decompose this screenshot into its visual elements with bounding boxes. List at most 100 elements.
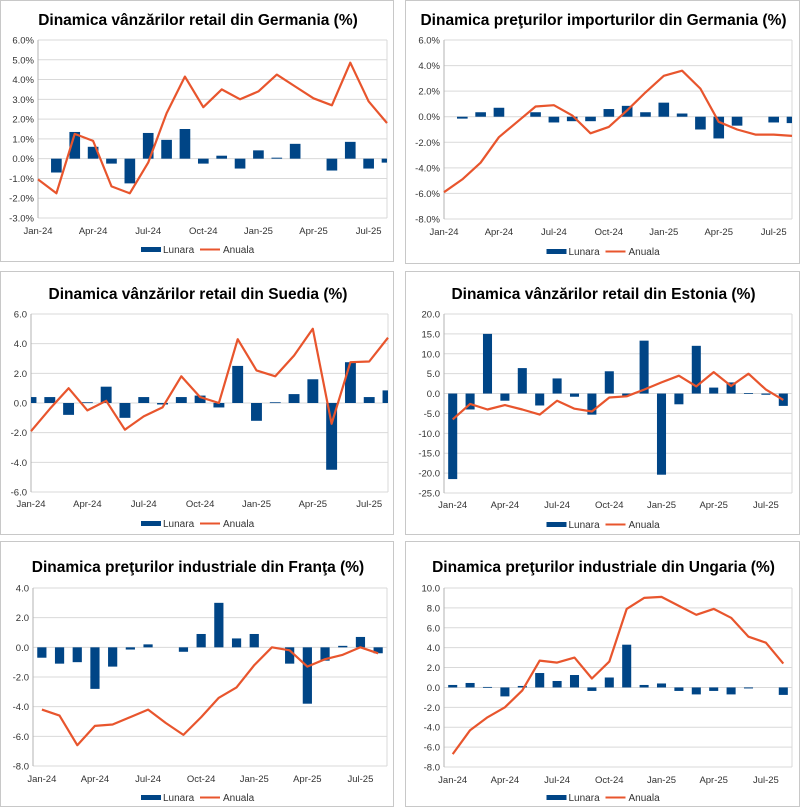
legend-label-anuala: Anuala bbox=[629, 793, 661, 804]
x-tick-label: Apr-24 bbox=[73, 499, 102, 510]
bar-Oct-24 bbox=[604, 109, 615, 117]
bar-Jun-25 bbox=[338, 646, 347, 647]
bar-Jul-25 bbox=[356, 637, 365, 647]
bar-Jul-24 bbox=[549, 117, 560, 123]
y-tick-label: -2.0 bbox=[11, 428, 27, 439]
bar-Aug-24 bbox=[157, 403, 168, 404]
x-tick-label: Jul-24 bbox=[135, 774, 161, 785]
bar-series bbox=[448, 645, 788, 697]
y-tick-label: 2.0% bbox=[12, 115, 34, 126]
bar-Jun-24 bbox=[530, 112, 541, 116]
x-tick-label: Jan-25 bbox=[649, 227, 678, 238]
bar-Sep-24 bbox=[180, 129, 191, 159]
bar-Feb-25 bbox=[674, 687, 683, 690]
bar-Dec-24 bbox=[640, 685, 649, 687]
y-tick-label: 4.0% bbox=[418, 61, 440, 72]
y-tick-label: -4.0 bbox=[13, 702, 29, 713]
bar-Jun-25 bbox=[345, 362, 356, 403]
bar-Mar-24 bbox=[483, 687, 492, 688]
bar-Jul-25 bbox=[768, 117, 779, 123]
legend-label-anuala: Anuala bbox=[223, 793, 255, 804]
chart-panel-germany-retail: Dinamica vânzărilor retail din Germania … bbox=[0, 0, 394, 262]
legend-swatch-lunara bbox=[547, 249, 567, 254]
y-tick-label: 0.0 bbox=[427, 683, 440, 694]
y-tick-label: -3.0% bbox=[9, 214, 34, 225]
x-tick-label: Jan-25 bbox=[244, 226, 273, 237]
x-tick-label: Apr-24 bbox=[491, 775, 520, 786]
bar-Apr-25 bbox=[303, 647, 312, 703]
bar-Jul-25 bbox=[364, 397, 375, 403]
x-tick-label: Jan-24 bbox=[27, 774, 56, 785]
y-tick-label: 2.0 bbox=[14, 369, 27, 380]
x-tick-label: Jul-25 bbox=[761, 227, 787, 238]
y-tick-label: 2.0% bbox=[418, 87, 440, 98]
bar-Feb-25 bbox=[674, 394, 683, 405]
y-tick-label: 6.0 bbox=[14, 310, 27, 321]
bar-Feb-25 bbox=[677, 114, 688, 117]
y-tick-label: 2.0 bbox=[16, 613, 29, 624]
x-tick-label: Oct-24 bbox=[595, 227, 624, 238]
bar-Jan-24 bbox=[26, 397, 37, 403]
bar-Mar-25 bbox=[289, 394, 300, 403]
chart-svg: Dinamica vânzărilor retail din Suedia (%… bbox=[1, 272, 395, 536]
bar-Oct-24 bbox=[197, 634, 206, 647]
x-tick-label: Apr-25 bbox=[699, 775, 728, 786]
x-tick-label: Apr-24 bbox=[81, 774, 110, 785]
y-tick-label: 2.0 bbox=[427, 663, 440, 674]
line-series-anuala bbox=[453, 597, 784, 754]
bar-Mar-24 bbox=[73, 647, 82, 662]
bar-Sep-24 bbox=[587, 687, 596, 690]
y-tick-label: 0.0% bbox=[418, 112, 440, 123]
line-series-anuala bbox=[38, 63, 387, 194]
x-tick-label: Apr-25 bbox=[704, 227, 733, 238]
bar-Feb-25 bbox=[271, 158, 282, 159]
y-tick-label: -15.0 bbox=[418, 449, 440, 460]
y-tick-label: -8.0 bbox=[424, 763, 440, 774]
x-tick-label: Oct-24 bbox=[595, 500, 624, 511]
bar-Nov-24 bbox=[214, 603, 223, 648]
y-tick-label: -20.0 bbox=[418, 469, 440, 480]
y-tick-label: -6.0 bbox=[13, 732, 29, 743]
bar-Jun-24 bbox=[126, 647, 135, 649]
y-tick-label: -2.0% bbox=[9, 194, 34, 205]
x-tick-label: Oct-24 bbox=[187, 774, 216, 785]
chart-title: Dinamica preţurilor importurilor din Ger… bbox=[420, 12, 786, 29]
bar-Apr-25 bbox=[307, 379, 318, 403]
bar-Jun-24 bbox=[535, 394, 544, 406]
x-tick-label: Oct-24 bbox=[595, 775, 624, 786]
x-tick-label: Apr-25 bbox=[699, 500, 728, 511]
chart-title: Dinamica preţurilor industriale din Unga… bbox=[432, 559, 775, 576]
x-tick-label: Jan-24 bbox=[16, 499, 45, 510]
x-tick-label: Apr-25 bbox=[293, 774, 322, 785]
y-tick-label: -6.0 bbox=[424, 743, 440, 754]
chart-panel-estonia-retail: Dinamica vânzărilor retail din Estonia (… bbox=[405, 271, 800, 535]
bar-Mar-25 bbox=[695, 117, 706, 130]
bar-Mar-24 bbox=[475, 112, 486, 116]
bar-May-24 bbox=[518, 368, 527, 393]
x-tick-label: Jan-24 bbox=[438, 500, 467, 511]
x-tick-label: Apr-25 bbox=[299, 499, 328, 510]
bar-Feb-24 bbox=[55, 647, 64, 663]
x-tick-label: Jul-24 bbox=[544, 500, 570, 511]
bar-Jan-24 bbox=[37, 647, 46, 657]
legend-label-lunara: Lunara bbox=[163, 245, 195, 256]
x-tick-label: Oct-24 bbox=[186, 499, 215, 510]
bar-Apr-24 bbox=[82, 402, 93, 403]
bar-Feb-24 bbox=[457, 117, 468, 119]
x-tick-label: Jul-25 bbox=[753, 500, 779, 511]
y-tick-label: -2.0% bbox=[415, 138, 440, 149]
bar-Jan-25 bbox=[250, 634, 259, 647]
chart-title: Dinamica vânzărilor retail din Germania … bbox=[38, 12, 358, 29]
bar-Jun-24 bbox=[535, 673, 544, 687]
y-tick-label: 0.0% bbox=[12, 154, 34, 165]
bar-Feb-24 bbox=[44, 397, 55, 403]
bar-Feb-24 bbox=[466, 683, 475, 687]
bar-May-25 bbox=[732, 117, 743, 126]
y-tick-label: 4.0 bbox=[427, 643, 440, 654]
y-tick-label: -8.0 bbox=[13, 762, 29, 773]
y-tick-label: -6.0 bbox=[11, 488, 27, 499]
bar-Mar-25 bbox=[692, 687, 701, 694]
x-tick-label: Jul-25 bbox=[753, 775, 779, 786]
chart-svg: Dinamica preţurilor importurilor din Ger… bbox=[406, 1, 800, 265]
bar-Oct-24 bbox=[605, 371, 614, 393]
